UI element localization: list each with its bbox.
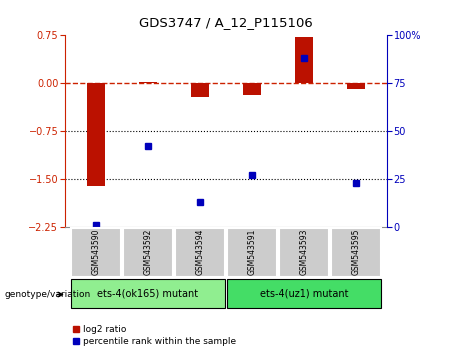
Text: GSM543593: GSM543593 (300, 229, 308, 275)
Text: ets-4(ok165) mutant: ets-4(ok165) mutant (97, 288, 198, 298)
Text: GSM543591: GSM543591 (248, 229, 256, 275)
Bar (71, 228, 121, 277)
Bar (279, 228, 329, 277)
Bar (175, 228, 225, 277)
Bar (243, 83, 261, 95)
Text: GSM543592: GSM543592 (143, 229, 152, 275)
Text: GSM543590: GSM543590 (91, 229, 100, 275)
Bar (295, 37, 313, 83)
Bar (347, 83, 365, 89)
Text: GSM543594: GSM543594 (195, 229, 204, 275)
Text: GSM543595: GSM543595 (351, 229, 361, 275)
Bar (123, 228, 173, 277)
Bar (139, 82, 157, 83)
Text: GDS3747 / A_12_P115106: GDS3747 / A_12_P115106 (139, 16, 313, 29)
Bar (87, 83, 105, 187)
Text: ets-4(uz1) mutant: ets-4(uz1) mutant (260, 288, 348, 298)
Bar (71, 280, 225, 308)
Text: genotype/variation: genotype/variation (5, 290, 91, 299)
Bar (227, 280, 381, 308)
Bar (227, 228, 277, 277)
Bar (331, 228, 381, 277)
Bar (191, 83, 209, 97)
Legend: log2 ratio, percentile rank within the sample: log2 ratio, percentile rank within the s… (69, 321, 240, 349)
